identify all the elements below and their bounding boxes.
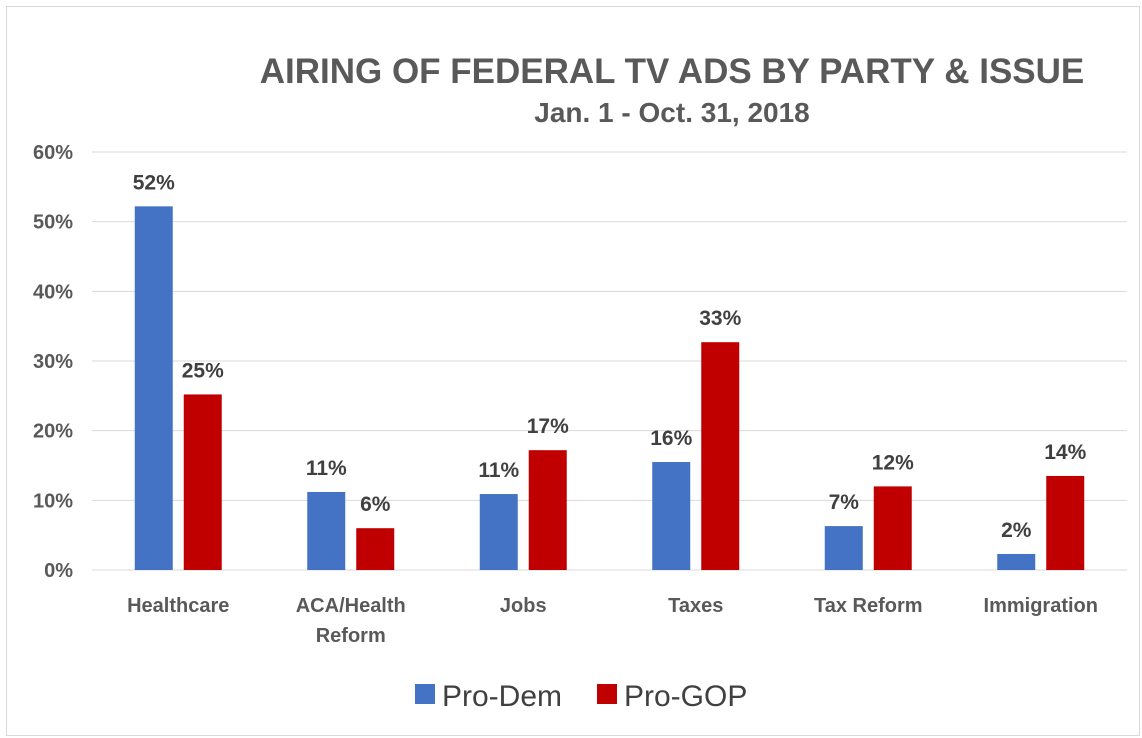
- data-label: 11%: [478, 459, 519, 482]
- bar-pro-gop-3: [701, 342, 740, 570]
- bar-pro-dem-1: [307, 491, 346, 570]
- data-label: 11%: [306, 457, 347, 480]
- category-label: Immigration: [984, 595, 1098, 617]
- bar-chart: AIRING OF FEDERAL TV ADS BY PARTY & ISSU…: [33, 52, 1127, 713]
- bar-pro-gop-1: [356, 528, 395, 570]
- bar-pro-gop-2: [528, 450, 567, 570]
- y-tick-label: 40%: [33, 281, 73, 303]
- bar-pro-dem-5: [997, 553, 1036, 570]
- bar-pro-dem-4: [824, 526, 863, 570]
- y-tick-label: 20%: [33, 421, 73, 443]
- data-label: 7%: [829, 491, 860, 514]
- legend-label: Pro-GOP: [624, 680, 747, 713]
- legend-swatch: [415, 684, 435, 704]
- bar-pro-dem-3: [652, 462, 691, 570]
- data-label: 17%: [527, 415, 569, 438]
- category-label: Reform: [316, 625, 386, 647]
- category-label: Jobs: [500, 595, 547, 617]
- y-axis-ticks: 0% 10% 20% 30% 40% 50% 60%: [33, 142, 73, 582]
- gridlines: [92, 151, 1127, 571]
- data-label: 6%: [360, 493, 391, 516]
- legend-label: Pro-Dem: [442, 680, 562, 713]
- y-tick-label: 0%: [44, 560, 73, 582]
- chart-frame: AIRING OF FEDERAL TV ADS BY PARTY & ISSU…: [6, 6, 1140, 736]
- y-tick-label: 50%: [33, 212, 73, 234]
- chart-subtitle: Jan. 1 - Oct. 31, 2018: [534, 97, 810, 128]
- bars: [134, 206, 1085, 570]
- data-label: 12%: [872, 451, 914, 474]
- category-label: Taxes: [668, 595, 723, 617]
- data-label: 14%: [1044, 441, 1086, 464]
- bar-pro-dem-0: [134, 206, 173, 570]
- y-tick-label: 10%: [33, 490, 73, 512]
- category-label: Tax Reform: [814, 595, 923, 617]
- category-label: ACA/Health: [296, 595, 406, 617]
- bar-pro-gop-4: [873, 486, 912, 570]
- data-label: 52%: [133, 171, 175, 194]
- y-tick-label: 30%: [33, 351, 73, 373]
- data-labels: 52% 25% 11% 6% 11% 17% 16% 33% 7% 12% 2% 14%: [133, 171, 1087, 542]
- y-tick-label: 60%: [33, 142, 73, 164]
- chart-title: AIRING OF FEDERAL TV ADS BY PARTY & ISSU…: [260, 52, 1085, 91]
- data-label: 25%: [182, 359, 224, 382]
- bar-pro-gop-5: [1046, 475, 1085, 570]
- category-label: Healthcare: [127, 595, 229, 617]
- x-axis-categories: Healthcare ACA/Health Reform Jobs Taxes Tax R…: [127, 595, 1098, 647]
- data-label: 33%: [699, 307, 741, 330]
- legend: Pro-Dem Pro-GOP: [415, 680, 747, 713]
- legend-swatch: [597, 684, 617, 704]
- data-label: 16%: [650, 427, 692, 450]
- data-label: 2%: [1001, 519, 1032, 542]
- bar-pro-gop-0: [183, 394, 222, 570]
- bar-pro-dem-2: [479, 494, 518, 570]
